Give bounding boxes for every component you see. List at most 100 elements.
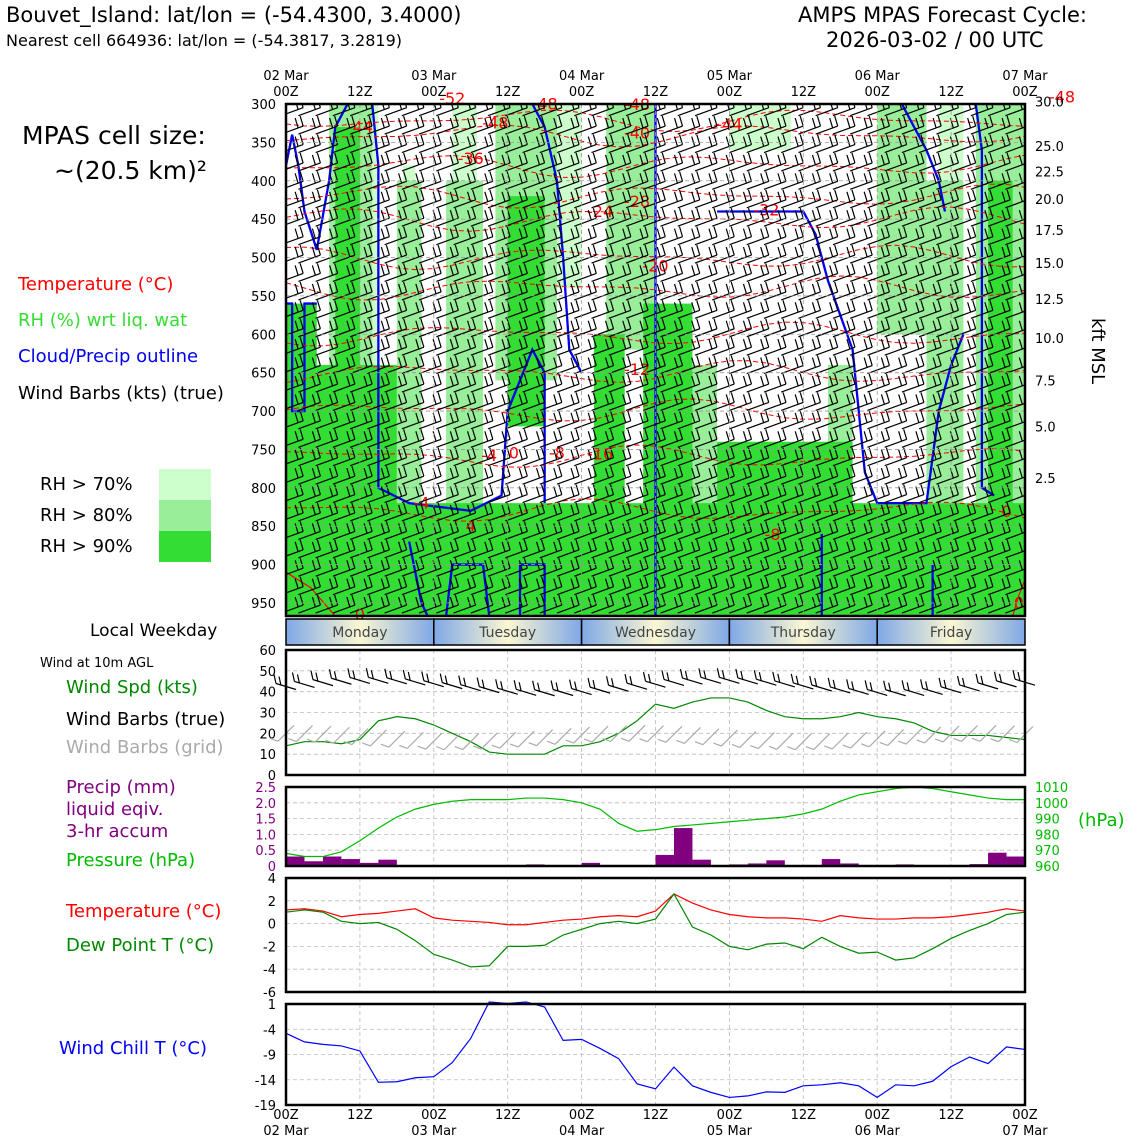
wind-barb bbox=[401, 484, 425, 504]
wind-barb bbox=[453, 263, 477, 283]
wind-barb bbox=[729, 318, 753, 338]
wind-barb bbox=[332, 502, 356, 522]
wind-barb bbox=[384, 337, 408, 356]
wind-barb bbox=[694, 134, 718, 154]
wind-barb bbox=[298, 502, 321, 522]
wind-barb bbox=[367, 300, 390, 319]
wind-barb bbox=[574, 189, 597, 209]
wind-barb bbox=[298, 263, 321, 283]
wind-barb bbox=[677, 447, 701, 467]
wind-barb bbox=[574, 539, 597, 559]
wind-barb bbox=[367, 208, 390, 227]
wind-barb bbox=[608, 429, 632, 448]
wind-barb bbox=[539, 502, 563, 522]
wind-barb bbox=[436, 263, 459, 283]
wind-barb bbox=[315, 410, 339, 430]
wind-barb bbox=[574, 318, 597, 338]
wind-barb bbox=[418, 594, 442, 614]
wind-barb bbox=[401, 355, 425, 375]
y-tick-label: 4 bbox=[268, 872, 276, 887]
wind-barb bbox=[539, 263, 563, 283]
wind-barb bbox=[505, 355, 528, 375]
wind-barb bbox=[867, 337, 891, 356]
wind-barb bbox=[453, 318, 477, 338]
wind-barb bbox=[298, 104, 321, 117]
wind-barb bbox=[315, 465, 339, 485]
wind-barb bbox=[625, 300, 649, 319]
wind-barb bbox=[505, 410, 528, 430]
wind-barb bbox=[298, 558, 321, 577]
wind-barb bbox=[384, 465, 408, 485]
wind-barb bbox=[712, 189, 735, 209]
temp-contour bbox=[286, 498, 1025, 522]
wind-barb bbox=[315, 115, 339, 135]
top-hour-label: 12Z bbox=[791, 85, 817, 100]
bottom-hour-label: 12Z bbox=[347, 1108, 373, 1123]
wind-barb bbox=[539, 318, 563, 338]
rh-block bbox=[433, 533, 570, 616]
wind-barb bbox=[643, 465, 666, 485]
pressure-tick-label: 900 bbox=[251, 559, 276, 574]
wind-barb bbox=[729, 244, 753, 264]
wind-barb bbox=[849, 263, 873, 283]
pressure-tick-label: 700 bbox=[251, 405, 276, 420]
pressure-tick-label: 750 bbox=[251, 443, 276, 458]
wind-barb bbox=[522, 226, 546, 246]
y-tick-label: 1.5 bbox=[255, 813, 276, 828]
wind-barb bbox=[418, 355, 442, 375]
wind-barb bbox=[694, 355, 718, 375]
y-tick-label: -4 bbox=[263, 963, 276, 978]
wind-barb bbox=[643, 558, 666, 577]
wind-barb bbox=[487, 429, 511, 448]
wind-barb bbox=[608, 208, 632, 227]
precip-bar bbox=[655, 854, 674, 866]
wind-barb bbox=[608, 115, 632, 135]
wind-barb bbox=[401, 226, 425, 246]
temp-contour-label: -48 bbox=[1049, 87, 1075, 106]
wind-barb bbox=[522, 152, 546, 172]
wind-barb bbox=[286, 244, 304, 262]
wind-barb bbox=[643, 226, 666, 246]
wind-barb bbox=[849, 484, 873, 504]
wind-barb bbox=[591, 134, 615, 154]
wind-barb bbox=[574, 465, 597, 485]
wind-barb bbox=[712, 263, 735, 283]
wind-barb bbox=[729, 189, 753, 209]
top-hour-label: 00Z bbox=[421, 85, 447, 100]
wind-barb bbox=[608, 189, 632, 209]
wind-barb bbox=[349, 208, 373, 227]
wind-barb bbox=[367, 263, 390, 283]
wind-barb bbox=[436, 152, 459, 172]
wind-barb bbox=[712, 373, 735, 393]
wind-barb bbox=[712, 521, 735, 540]
wind-barb bbox=[349, 355, 373, 375]
wind-barb bbox=[522, 373, 546, 393]
top-hour-label: 00Z bbox=[569, 85, 595, 100]
wind-barb bbox=[660, 152, 684, 172]
wind-barb bbox=[298, 318, 321, 338]
wind-barb bbox=[401, 337, 425, 356]
wind-barb bbox=[539, 576, 563, 596]
bottom-hour-label: 00Z bbox=[717, 1108, 743, 1123]
wind-barb bbox=[367, 558, 390, 577]
wind-barb bbox=[367, 410, 390, 430]
precip-bar bbox=[673, 828, 693, 866]
wind-barb bbox=[522, 300, 546, 319]
wind-barb bbox=[901, 410, 925, 430]
wind-barb bbox=[470, 502, 494, 522]
wind-barb bbox=[849, 392, 873, 412]
wind-barb bbox=[401, 410, 425, 430]
wind-barb bbox=[556, 521, 580, 540]
wind-barb bbox=[505, 244, 528, 264]
wind-barb bbox=[384, 244, 408, 264]
wind-barb bbox=[505, 337, 528, 356]
wind-barb bbox=[539, 465, 563, 485]
wind-barb bbox=[418, 337, 442, 356]
wind-barb bbox=[677, 337, 701, 356]
wind-barb bbox=[367, 539, 390, 559]
pressure-tick-label: 550 bbox=[251, 290, 276, 305]
wind-barb bbox=[349, 115, 373, 135]
wind-barb bbox=[367, 429, 390, 448]
temp-contour bbox=[286, 444, 1025, 468]
wind-barb bbox=[832, 189, 856, 209]
